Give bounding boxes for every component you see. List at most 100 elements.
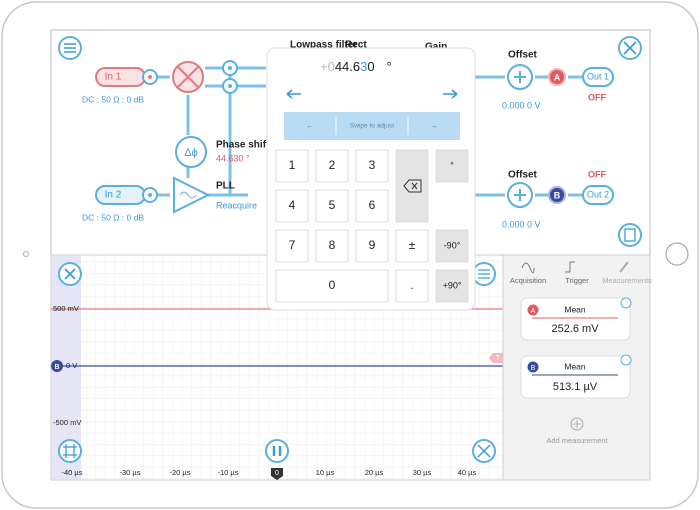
svg-text:Δϕ: Δϕ xyxy=(184,147,198,159)
trigger-marker-label: T xyxy=(496,355,501,362)
tab[interactable]: Acquisition xyxy=(510,276,546,285)
key[interactable] xyxy=(355,189,389,223)
key-label: 4 xyxy=(289,198,296,212)
out2-state[interactable]: OFF xyxy=(588,169,606,179)
key[interactable] xyxy=(435,269,469,303)
x-label: 40 µs xyxy=(458,468,477,477)
rect-label: Rect xyxy=(345,40,367,51)
lowpass-label: Lowpass filter xyxy=(290,40,357,51)
key[interactable] xyxy=(315,149,349,183)
x-label: -40 µs xyxy=(62,468,83,477)
tab[interactable]: Trigger xyxy=(565,276,589,285)
key-label: 5 xyxy=(329,198,336,212)
offset2-label: Offset xyxy=(508,170,538,181)
card-value: 513.1 µV xyxy=(553,381,598,393)
home-button[interactable] xyxy=(665,242,689,266)
svg-text:→: → xyxy=(430,121,438,130)
key[interactable] xyxy=(355,229,389,263)
x-label: -20 µs xyxy=(170,468,191,477)
key[interactable] xyxy=(395,229,429,263)
swipe-hint: Swipe to adjust xyxy=(350,123,394,130)
key[interactable] xyxy=(435,149,469,183)
card-name: Mean xyxy=(564,361,586,371)
key[interactable] xyxy=(275,189,309,223)
key-label: 0 xyxy=(329,278,336,292)
key[interactable] xyxy=(275,149,309,183)
card-channel: B xyxy=(531,365,536,372)
y-label: 500 mV xyxy=(53,304,79,313)
channel-a xyxy=(548,68,566,86)
key-label: +90° xyxy=(443,280,462,290)
tab[interactable]: Measurements xyxy=(602,276,652,285)
card-value: 252.6 mV xyxy=(551,323,599,335)
y-label: -500 mV xyxy=(53,418,81,427)
phase-label: Phase shift xyxy=(216,140,270,151)
channel-b-label: B xyxy=(554,190,561,200)
trace-marker-label: B xyxy=(54,364,59,371)
offset1-label: Offset xyxy=(508,50,538,61)
key[interactable] xyxy=(275,269,389,303)
in2-label: In 2 xyxy=(105,190,122,201)
x-label: 20 µs xyxy=(365,468,384,477)
cursor-right[interactable] xyxy=(443,89,458,99)
card-channel: A xyxy=(531,308,536,315)
x-label: 10 µs xyxy=(316,468,335,477)
y-label: 0 V xyxy=(66,361,77,370)
x-label: -10 µs xyxy=(218,468,239,477)
key[interactable] xyxy=(355,149,389,183)
display-cursor: 3 xyxy=(360,59,367,74)
x-label: 30 µs xyxy=(413,468,432,477)
display-after: 0 xyxy=(367,59,374,74)
swipe-bar[interactable] xyxy=(284,112,460,140)
camera xyxy=(23,251,29,257)
add-button[interactable] xyxy=(570,417,584,431)
key[interactable] xyxy=(275,229,309,263)
trigger-marker[interactable] xyxy=(489,353,503,363)
out1-label: Out 1 xyxy=(587,71,609,81)
card-name: Mean xyxy=(564,304,586,314)
out2-label: Out 2 xyxy=(587,189,609,199)
keypad-popup: +044.630 ° ← → Swipe to adjust 1 2 3 °4 5 67 8 9 ±… xyxy=(266,47,476,311)
pll-action[interactable]: Reacquire xyxy=(216,200,257,210)
offset1-value[interactable]: 0.000 0 V xyxy=(502,100,541,110)
add-measurement[interactable]: Add measurement xyxy=(546,436,608,445)
key-label: ± xyxy=(409,238,416,252)
side-panel: Acquisition Trigger Measurements A Mean … xyxy=(502,254,652,481)
gain-label: Gain xyxy=(425,42,447,53)
key[interactable] xyxy=(315,189,349,223)
phase-value[interactable]: 44.630 ° xyxy=(216,153,250,163)
key[interactable] xyxy=(395,269,429,303)
out1-state[interactable]: OFF xyxy=(588,92,606,102)
pll-block[interactable] xyxy=(173,176,211,214)
time-marker[interactable] xyxy=(271,468,283,480)
key-label: 3 xyxy=(369,158,376,172)
x-label: -30 µs xyxy=(120,468,141,477)
display-dim: +0 xyxy=(320,59,335,74)
in2-setting: DC : 50 Ω : 0 dB xyxy=(82,212,144,222)
key-backspace[interactable] xyxy=(395,149,429,223)
measurement-card[interactable] xyxy=(520,297,631,341)
in1-label: In 1 xyxy=(105,72,122,83)
key[interactable] xyxy=(435,229,469,263)
value-display: +044.630 ° xyxy=(320,59,392,74)
out2-pill[interactable] xyxy=(582,185,614,205)
key-label: 8 xyxy=(329,238,336,252)
offset2-value[interactable]: 0.000 0 V xyxy=(502,219,541,229)
out1-pill[interactable] xyxy=(582,67,614,87)
measurement-card[interactable] xyxy=(520,355,631,399)
notes-button[interactable] xyxy=(618,223,642,247)
trace-marker[interactable] xyxy=(51,360,63,372)
key-label: 2 xyxy=(329,158,336,172)
grid-button[interactable] xyxy=(58,439,82,463)
block-diagram: In 1 DC : 50 Ω : 0 dB Δϕ Phase shift 44.… xyxy=(58,36,642,247)
pause-button[interactable] xyxy=(265,439,289,463)
display-unit: ° xyxy=(387,59,392,74)
cursor-left[interactable] xyxy=(286,89,301,99)
key[interactable] xyxy=(315,229,349,263)
time-marker-label: 0 xyxy=(275,470,279,477)
key-label: 6 xyxy=(369,198,376,212)
phase-block[interactable] xyxy=(175,136,207,168)
svg-text:←: ← xyxy=(306,121,314,130)
key-label: -90° xyxy=(444,240,461,250)
channel-a-label: A xyxy=(554,72,561,82)
